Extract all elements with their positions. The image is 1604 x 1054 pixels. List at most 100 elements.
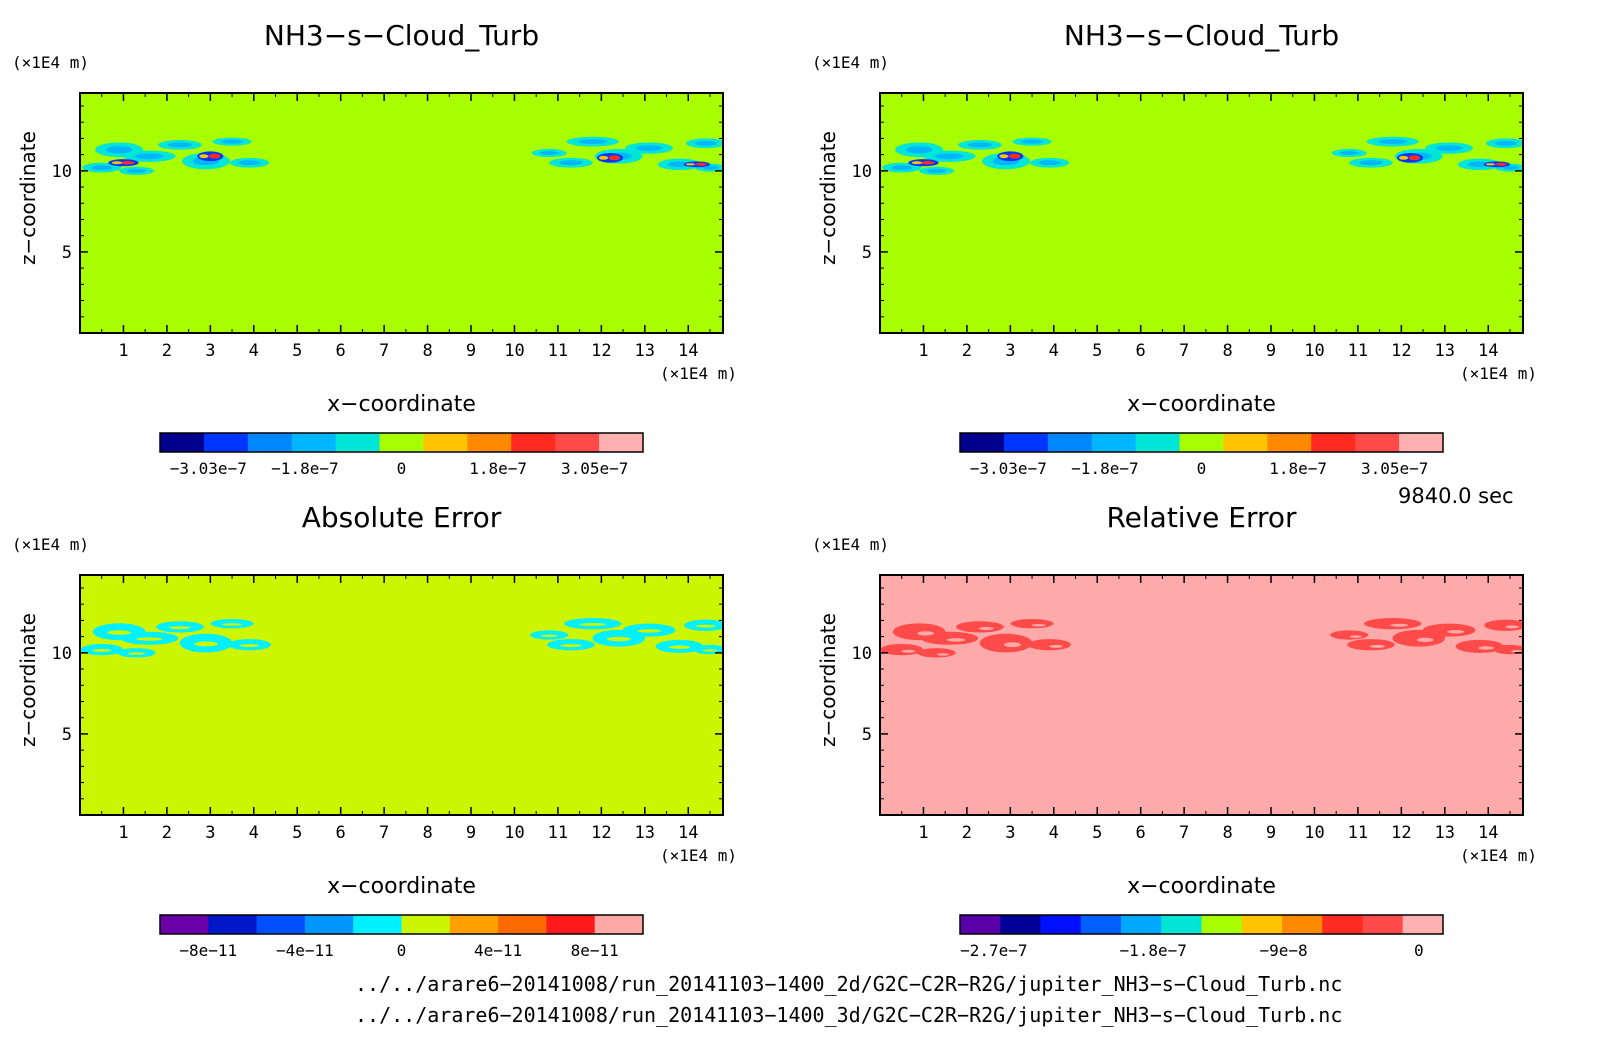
x-tick-label: 8 [1222, 341, 1232, 361]
contour-gap [127, 652, 146, 655]
colorbar-tick-label: −1.8e−7 [1071, 459, 1138, 478]
x-tick-label: 2 [162, 823, 172, 843]
x-tick-label: 5 [292, 823, 302, 843]
colorbar-swatch [1399, 433, 1444, 452]
time-label: 9840.0 sec [1398, 484, 1514, 508]
x-tick-label: 2 [962, 823, 972, 843]
contour-blob [1363, 618, 1422, 630]
y-tick-label: 5 [862, 243, 872, 263]
contour-gap [136, 637, 163, 641]
colorbar-tick-label: −3.03e−7 [970, 459, 1047, 478]
x-axis-label: x−coordinate [327, 874, 476, 899]
colorbar-swatch [291, 433, 337, 452]
x-unit-label: (×1E4 m) [660, 846, 737, 865]
x-tick-label: 11 [1348, 823, 1368, 843]
y-tick-label: 10 [52, 162, 72, 182]
x-tick-label: 1 [918, 823, 928, 843]
contour-blob [1339, 150, 1359, 156]
field-contours [882, 136, 1523, 175]
contour-gap [222, 623, 242, 626]
x-tick-label: 10 [1304, 823, 1324, 843]
colorbar-swatch [1179, 433, 1224, 452]
x-tick-label: 1 [118, 823, 128, 843]
y-unit-label: (×1E4 m) [812, 53, 889, 72]
x-tick-label: 7 [1179, 823, 1189, 843]
contour-gap [194, 641, 218, 647]
contour-blob [1021, 139, 1043, 144]
contour-peak [695, 162, 708, 166]
contour-blob [1422, 623, 1476, 637]
contour-gap [560, 644, 582, 647]
x-tick-label: 12 [1391, 823, 1411, 843]
field-contours [880, 618, 1523, 658]
colorbar-tick-label: 0 [1414, 941, 1424, 960]
contour-gap [702, 649, 718, 652]
x-tick-label: 8 [1222, 823, 1232, 843]
colorbar-swatch [1311, 433, 1356, 452]
contour-blob [1347, 639, 1395, 651]
colorbar-swatch [1362, 915, 1404, 934]
colorbar-tick-label: −3.03e−7 [170, 459, 247, 478]
y-tick-label: 5 [862, 725, 872, 745]
x-axis-label: x−coordinate [1127, 874, 1276, 899]
colorbar-tick-label: −1.8e−7 [1119, 941, 1186, 960]
colorbar-swatch [160, 915, 209, 934]
x-tick-label: 9 [1266, 823, 1276, 843]
y-axis-label: z−coordinate [16, 131, 40, 265]
x-tick-label: 11 [548, 341, 568, 361]
contour-gap [1004, 642, 1021, 648]
colorbar-frame [159, 914, 644, 935]
contour-blob [667, 161, 692, 168]
x-tick-label: 12 [591, 823, 611, 843]
plot-background [80, 575, 723, 815]
contour-blob [1358, 160, 1383, 166]
field-contours [82, 136, 723, 175]
contour-blob [238, 160, 261, 166]
panel-title: NH3−s−Cloud_Turb [1064, 19, 1339, 52]
x-tick-label: 9 [1266, 341, 1276, 361]
contour-gap [91, 648, 112, 652]
x-tick-label: 6 [1136, 823, 1146, 843]
colorbar-swatch [1267, 433, 1312, 452]
contour-blob [890, 165, 913, 171]
x-tick-label: 14 [1478, 341, 1498, 361]
colorbar-tick-label: 0 [397, 459, 407, 478]
x-tick-label: 1 [918, 341, 928, 361]
colorbar-frame [959, 914, 1444, 935]
colorbar-swatch [1000, 915, 1041, 934]
contour-gap [978, 627, 995, 630]
plot-background [880, 93, 1523, 333]
contour-gap [1369, 644, 1386, 648]
contour-blob [920, 631, 979, 645]
x-tick-label: 13 [635, 823, 655, 843]
colorbar-tick-label: 8e−11 [571, 941, 619, 960]
colorbar-swatch [498, 915, 547, 934]
plot-background [80, 93, 723, 333]
contour-gap [1478, 646, 1494, 650]
colorbar-swatch [1091, 433, 1137, 452]
contour-gap [606, 636, 631, 642]
contour-blob [105, 146, 133, 154]
contour-gap [169, 626, 191, 630]
contour-peak [120, 160, 135, 165]
x-tick-label: 9 [466, 823, 476, 843]
contour-blob [701, 165, 719, 170]
colorbar-tick-label: 3.05e−7 [561, 459, 628, 478]
colorbar-frame [959, 432, 1444, 453]
contour-blob [126, 168, 147, 173]
colorbar-swatch [1282, 915, 1323, 934]
colorbar-swatch [449, 915, 499, 934]
contour-peak [598, 155, 609, 160]
contour-gap [901, 649, 916, 653]
contour-blob [967, 142, 992, 148]
colorbar-swatch [1135, 433, 1181, 452]
contour-blob [135, 153, 164, 160]
contour-gap [668, 645, 691, 649]
colorbar-swatch [960, 433, 1005, 452]
colorbar-swatch [467, 433, 512, 452]
colorbar-swatch [401, 915, 451, 934]
x-tick-label: 11 [1348, 341, 1368, 361]
colorbar-swatch [1223, 433, 1268, 452]
y-tick-label: 10 [852, 162, 872, 182]
